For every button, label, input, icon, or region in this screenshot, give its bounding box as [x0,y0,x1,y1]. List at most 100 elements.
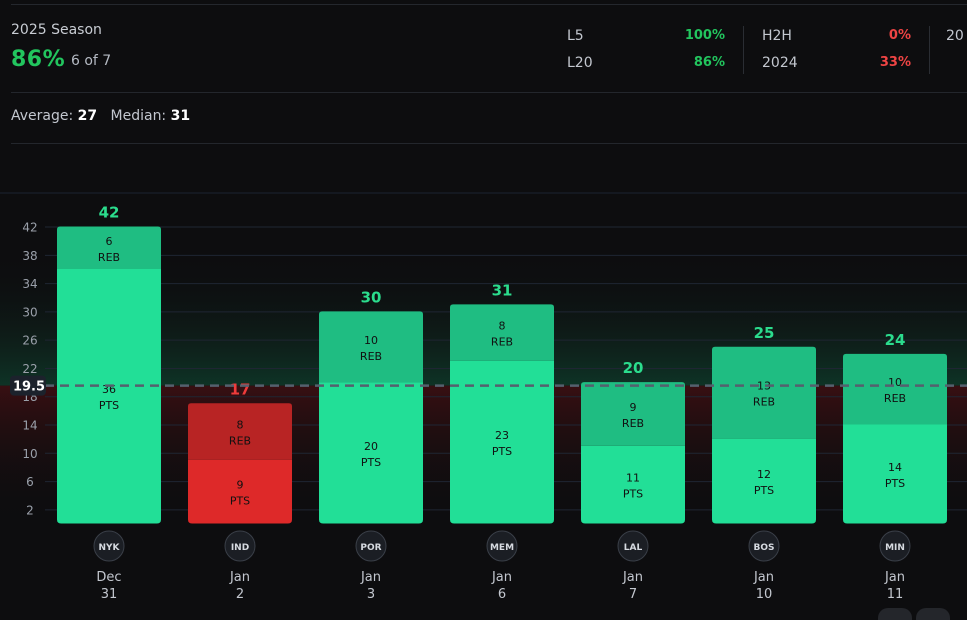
game-month-label: Jan [491,570,512,585]
bar-group: 8 REB 23 PTS 31 [450,281,554,524]
reb-value-label: 8 [237,419,244,432]
pts-unit-label: PTS [230,495,250,508]
y-tick-label: 30 [22,305,37,319]
section-divider [11,143,967,144]
pts-value-label: 9 [237,479,244,492]
reb-value-label: 6 [106,235,113,248]
split-value-l5: 100% [684,28,725,43]
split-value-2024: 33% [879,55,911,70]
bar-segment-pts [57,268,161,524]
pacers-logo-icon: IND [224,530,256,562]
logo-badge [355,530,387,562]
bar-segment-reb [843,353,947,425]
bar-total-label: 25 [754,324,775,342]
team-abbr-label: NYK [98,543,120,553]
bar-group: 10 REB 20 PTS 30 [319,288,423,524]
average-value: 27 [77,108,98,124]
reb-value-label: 13 [757,380,771,393]
y-tick-label: 10 [22,447,37,461]
pts-value-label: 12 [757,468,771,481]
team-abbr-label: MEM [490,543,514,553]
top-divider [11,4,967,5]
bar-total-label: 24 [885,331,906,349]
reb-unit-label: REB [753,396,775,409]
prop-line-badge [10,375,46,396]
game-month-label: Jan [229,570,250,585]
bar-total-label: 31 [492,281,513,299]
reb-unit-label: REB [622,417,644,430]
pts-unit-label: PTS [99,399,119,412]
reb-unit-label: REB [491,336,513,349]
split-divider [929,26,930,74]
reb-value-label: 10 [364,334,378,347]
logo-badge [617,530,649,562]
y-tick-label: 6 [26,475,34,489]
bar-total-label: 30 [361,288,382,306]
carousel-prev-button[interactable] [878,608,912,620]
timberwolves-logo-icon: MIN [879,530,911,562]
reb-unit-label: REB [884,392,906,405]
pts-unit-label: PTS [754,484,774,497]
y-tick-label: 42 [22,221,37,235]
bar-group: 8 REB 9 PTS 17 [188,380,292,524]
team-abbr-label: LAL [624,543,643,553]
prop-line-label: 19.5 [13,380,45,395]
split-label-l20: L20 [567,55,593,71]
pts-unit-label: PTS [623,488,643,501]
logo-badge [879,530,911,562]
y-tick-label: 34 [22,277,37,291]
game-day-label: 2 [236,587,244,602]
lakers-logo-icon: LAL [617,530,649,562]
split-label-partial: 20 [946,28,964,44]
reb-value-label: 8 [499,320,506,333]
reb-unit-label: REB [98,251,120,264]
bar-segment-pts [319,382,423,524]
reb-unit-label: REB [229,435,251,448]
game-month-label: Dec [96,570,121,585]
median-label: Median: [110,108,167,124]
pts-value-label: 14 [888,461,902,474]
celtics-logo-icon: BOS [748,530,780,562]
bar-total-label: 17 [230,380,251,398]
team-abbr-label: MIN [885,543,905,553]
y-tick-label: 22 [22,362,37,376]
team-abbr-label: BOS [754,543,775,553]
section-divider [11,92,967,93]
pts-value-label: 11 [626,472,640,485]
median-value: 31 [170,108,191,124]
bar-total-label: 20 [623,359,644,377]
reb-unit-label: REB [360,350,382,363]
bar-segment-pts [843,424,947,524]
y-tick-label: 14 [22,419,37,433]
trail-blazers-logo-icon: POR [355,530,387,562]
game-day-label: 31 [101,587,118,602]
carousel-next-button[interactable] [916,608,950,620]
bar-segment-reb [712,346,816,439]
game-month-label: Jan [360,570,381,585]
split-divider [743,26,744,74]
game-day-label: 11 [887,587,904,602]
split-value-h2h: 0% [888,28,911,43]
game-month-label: Jan [884,570,905,585]
logo-badge [93,530,125,562]
logo-badge [486,530,518,562]
team-abbr-label: IND [231,543,249,553]
bar-segment-pts [450,360,554,524]
summary-row: Average: 27 Median: 31 [11,108,190,124]
y-tick-label: 38 [22,249,37,263]
split-label-2024: 2024 [762,55,798,71]
bar-total-label: 42 [99,204,120,222]
bar-segment-pts [712,438,816,524]
bar-group: 13 REB 12 PTS 25 [712,324,816,524]
y-tick-label: 2 [26,503,34,517]
bar-segment-pts [581,445,685,524]
hit-count: 6 of 7 [71,53,112,69]
season-title: 2025 Season [11,22,102,38]
bar-segment-reb [57,226,161,269]
game-day-label: 6 [498,587,506,602]
pts-value-label: 20 [364,440,378,453]
reb-value-label: 10 [888,376,902,389]
pts-unit-label: PTS [492,445,512,458]
